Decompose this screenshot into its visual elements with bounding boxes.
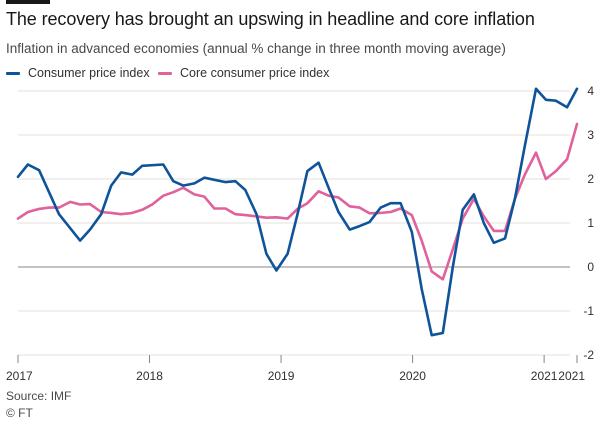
chart-title: The recovery has brought an upswing in h… <box>6 9 535 29</box>
series-layer <box>16 87 579 337</box>
ft-credit: © FT <box>6 406 33 420</box>
x-tick-label: 2020 <box>399 369 426 383</box>
y-tick-label: 3 <box>587 128 594 142</box>
legend-label-cpi: Consumer price index <box>28 66 150 80</box>
y-tick-label: 1 <box>587 216 594 230</box>
series-line-core <box>16 122 579 281</box>
legend-label-core: Core consumer price index <box>180 66 330 80</box>
x-tick-label: 2017 <box>6 369 33 383</box>
series-line-cpi <box>16 87 579 337</box>
y-tick-label: 4 <box>587 84 594 98</box>
x-tick-label: 2019 <box>268 369 295 383</box>
chart-subtitle: Inflation in advanced economies (annual … <box>6 41 506 56</box>
ft-top-rule <box>6 0 50 4</box>
source-note: Source: IMF <box>6 389 72 403</box>
y-tick-label: 0 <box>587 260 594 274</box>
legend-swatch-cpi <box>6 71 20 75</box>
x-tick-label: 2021 <box>558 369 585 383</box>
y-tick-label: 2 <box>587 172 594 186</box>
y-tick-label: -2 <box>583 348 594 362</box>
x-tick-label: 2018 <box>136 369 163 383</box>
legend-item-cpi: Consumer price index <box>6 66 150 80</box>
x-axis: 2017 2018 2019 2020 2021 2021 <box>6 355 585 383</box>
y-axis: -2 -1 0 1 2 3 4 <box>583 84 594 362</box>
y-tick-label: -1 <box>583 304 594 318</box>
legend-swatch-core <box>158 71 172 75</box>
x-tick-label: 2021 <box>531 369 558 383</box>
legend-item-core: Core consumer price index <box>158 66 329 80</box>
